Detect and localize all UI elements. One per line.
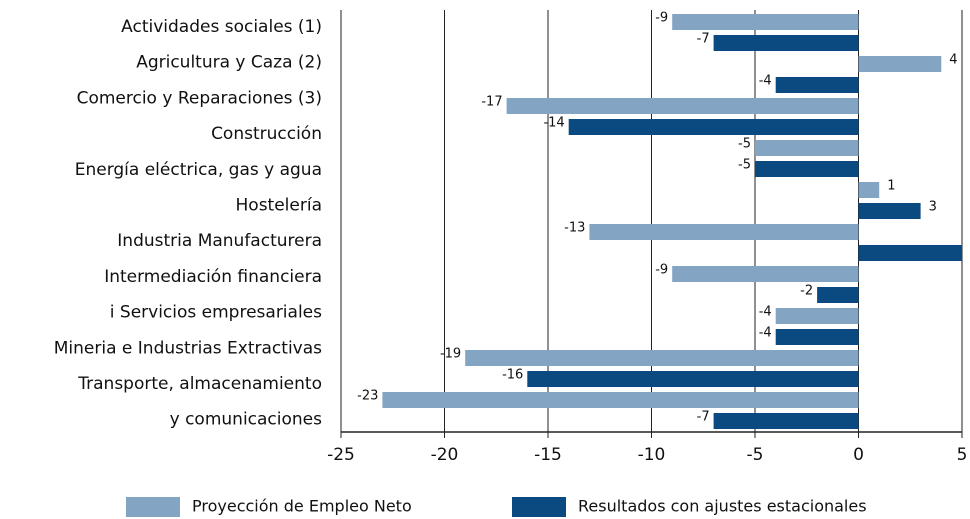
value-label: 3 — [929, 200, 937, 215]
category-label: Agricultura y Caza (2) — [136, 53, 322, 73]
category-label: Transporte, almacenamiento — [77, 374, 322, 394]
x-tick-label: 0 — [853, 445, 864, 465]
category-label: Intermediación financiera — [104, 267, 322, 287]
value-label: -7 — [697, 32, 710, 47]
category-label: Construcción — [211, 124, 322, 144]
bar — [858, 203, 921, 219]
category-label: Mineria e Industrias Extractivas — [54, 338, 322, 358]
bar — [672, 266, 859, 282]
value-label: -4 — [759, 326, 772, 341]
bar — [858, 245, 962, 261]
bar — [755, 161, 859, 177]
value-label: -4 — [759, 305, 772, 320]
bar — [775, 308, 859, 324]
bar — [775, 329, 859, 345]
value-label: -4 — [759, 74, 772, 89]
bar — [465, 350, 859, 366]
bar — [858, 56, 942, 72]
x-tick-label: -25 — [327, 445, 355, 465]
x-tick-label: -5 — [747, 445, 764, 465]
bar — [755, 140, 859, 156]
value-label: -5 — [738, 158, 751, 173]
x-tick-label: -20 — [431, 445, 459, 465]
legend-swatch — [126, 497, 180, 517]
value-label: -17 — [481, 95, 502, 110]
value-label: -5 — [738, 137, 751, 152]
bar — [382, 392, 859, 408]
bar — [713, 35, 859, 51]
value-label: -2 — [800, 284, 813, 299]
bar — [817, 287, 859, 303]
bar — [713, 413, 859, 429]
category-label: Hostelería — [236, 196, 322, 216]
value-label: -13 — [564, 221, 585, 236]
category-label: y comunicaciones — [170, 410, 323, 430]
value-label: -7 — [697, 410, 710, 425]
bar — [568, 119, 859, 135]
value-label: 1 — [887, 179, 895, 194]
bar — [775, 77, 859, 93]
category-label: Energía eléctrica, gas y agua — [75, 160, 322, 180]
category-label: Comercio y Reparaciones (3) — [77, 88, 322, 108]
value-label: -23 — [357, 389, 378, 404]
value-label: -9 — [655, 11, 668, 26]
value-label: -14 — [543, 116, 564, 131]
bar — [858, 182, 880, 198]
x-tick-label: -10 — [638, 445, 666, 465]
bar — [527, 371, 859, 387]
legend-label: Resultados con ajustes estacionales — [578, 497, 867, 516]
x-tick-label: -15 — [534, 445, 562, 465]
x-tick-label: 5 — [957, 445, 968, 465]
bar — [672, 14, 859, 30]
category-label: Actividades sociales (1) — [121, 17, 322, 37]
category-label: i Servicios empresariales — [110, 303, 322, 323]
value-label: -19 — [440, 347, 461, 362]
legend-label: Proyección de Empleo Neto — [192, 497, 412, 516]
legend-swatch — [512, 497, 566, 517]
category-label: Industria Manufacturera — [117, 231, 322, 251]
value-label: 4 — [949, 53, 957, 68]
value-label: -16 — [502, 368, 523, 383]
bar — [589, 224, 859, 240]
value-label: -9 — [655, 263, 668, 278]
bar — [506, 98, 859, 114]
